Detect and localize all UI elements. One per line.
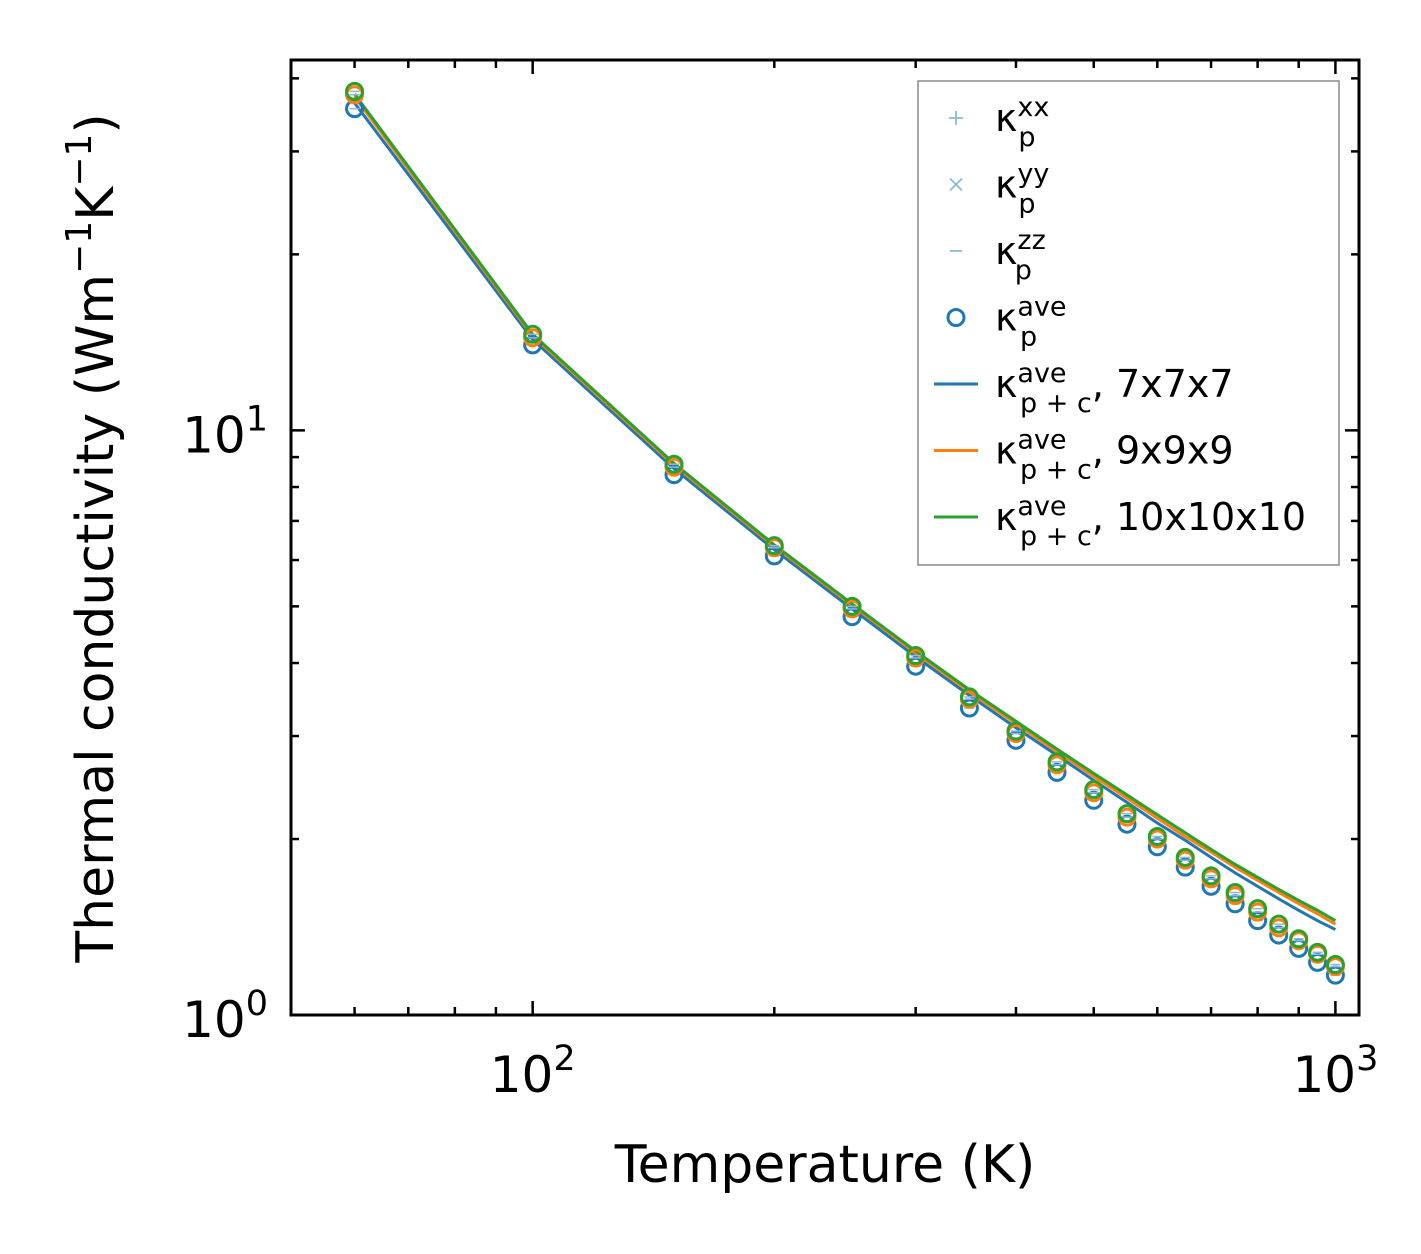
data-point [1117,814,1137,834]
y-tick-label-base: 10 [182,991,246,1049]
data-point [664,454,684,474]
legend-label-part: p [1015,255,1032,286]
series-line [353,93,1337,922]
series-line [353,102,1337,931]
data-point [1006,721,1026,741]
legend-label-part: p + c [1020,455,1092,486]
legend-label: κave p + c, 7x7x7 [995,358,1234,419]
data-point [1248,899,1268,919]
data-point [345,81,365,101]
legend-label-part: ave [1017,292,1066,323]
legend-label-part: κ [995,296,1017,340]
legend-label-part: xx [1017,92,1049,123]
data-point [1289,929,1309,949]
series-lines [353,93,1337,931]
data-point [1147,826,1167,846]
legend-marker-cross-b [949,177,963,192]
legend-label-part: κ [995,362,1017,406]
y-tick-label-base: 10 [182,406,246,464]
legend-label: κyy p [995,159,1049,220]
data-point [1225,883,1245,903]
legend-label-part: , 9x9x9 [1092,429,1234,473]
legend-label-part: ave [1017,491,1066,522]
data-point [523,335,543,355]
x-tick-label-base: 10 [490,1046,554,1104]
data-point [1269,914,1289,934]
data-point [959,698,979,718]
y-axis-label-close: ) [66,113,126,133]
legend-label: κave p + c, 10x10x10 [995,491,1306,552]
legend-label-part: κ [995,495,1017,539]
y-axis-label-sup2: −1 [59,134,100,187]
y-axis-label-main: Thermal conductivity (Wm [66,274,126,964]
data-point [1175,847,1195,867]
y-tick-label: 100 [182,984,268,1049]
x-tick-label: 102 [490,1039,576,1104]
legend-label-part: κ [995,163,1017,207]
data-point [1175,857,1195,877]
y-tick-label-exponent: 0 [246,984,268,1024]
series-points [345,81,1345,985]
legend-label-part: yy [1017,159,1049,190]
legend-label-part: ave [1017,425,1066,456]
x-tick-label: 103 [1292,1039,1378,1104]
data-point [1325,955,1345,975]
data-point [1047,752,1067,772]
legend-label-part: ave [1017,358,1066,389]
y-tick-label: 101 [182,399,268,464]
y-axis-label: Thermal conductivity (Wm−1K−1) [59,113,126,963]
plot-frame [289,58,1361,1017]
legend-label-part: p + c [1020,388,1092,419]
legend-label: κzz p [995,225,1046,286]
y-axis-label-sup1: −1 [59,221,100,274]
x-tick-label-base: 10 [1292,1046,1356,1104]
legend-label-part: , 10x10x10 [1092,495,1306,539]
legend-label-part: κ [995,429,1017,473]
data-point [1084,780,1104,800]
legend-label: κxx p [995,92,1049,153]
legend-marker-circle [946,308,966,327]
legend-label-part: zz [1017,225,1045,256]
legend-label-part: κ [995,229,1017,273]
legend-label-part: κ [995,96,1017,140]
data-point [523,324,543,344]
legend-label-part: p + c [1020,521,1092,552]
legend-label-part: p [1020,322,1037,353]
x-tick-label-exponent: 3 [1356,1039,1378,1079]
x-axis-label: Temperature (K) [614,1135,1036,1195]
data-point [1117,804,1137,824]
data-point [1201,866,1221,886]
legend-label: κave p + c, 9x9x9 [995,425,1234,486]
data-point [1006,730,1026,750]
x-tick-label-exponent: 2 [553,1039,575,1079]
y-axis-label-unit: K [66,185,126,221]
data-point [1308,942,1328,962]
data-point [842,596,862,616]
legend-label: κave p [995,292,1067,353]
data-point [906,646,926,666]
data-point [959,687,979,707]
legend-box [917,80,1340,566]
legend-label-part: p [1018,189,1035,220]
data-point [764,536,784,556]
y-tick-label-exponent: 1 [246,399,268,439]
legend-label-part: p [1018,122,1035,153]
legend-label-part: , 7x7x7 [1092,362,1234,406]
